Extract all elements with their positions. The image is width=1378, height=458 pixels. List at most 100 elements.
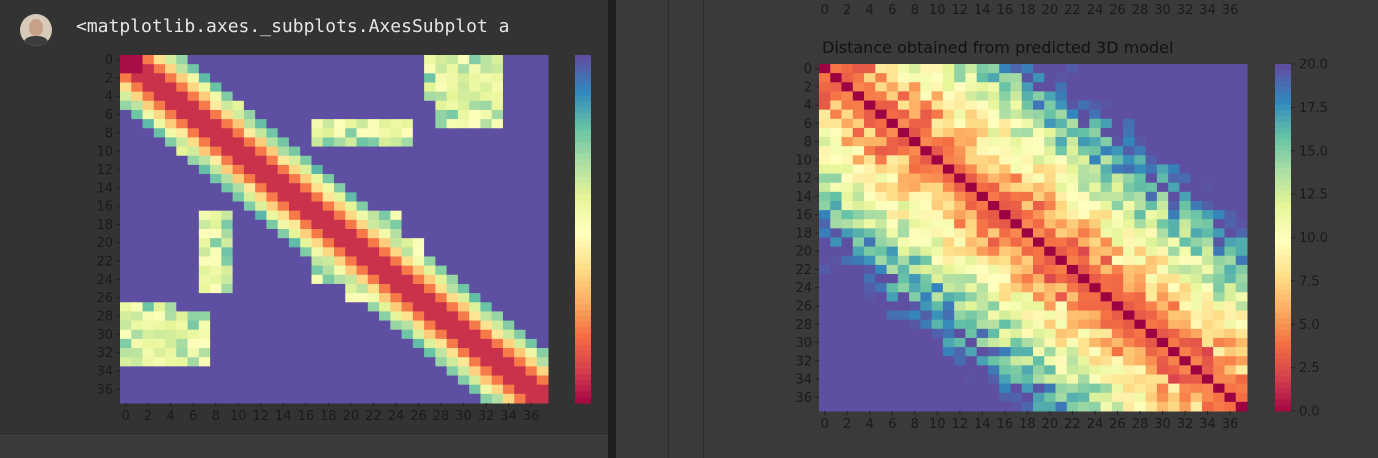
heatmap-cell xyxy=(165,119,177,129)
y-tick-label: 14 xyxy=(795,190,812,205)
heatmap-cell xyxy=(300,91,312,102)
colorbar-segment xyxy=(575,391,591,398)
heatmap-cell xyxy=(1021,219,1034,229)
heatmap-cell xyxy=(401,366,414,377)
heatmap-cell xyxy=(401,256,414,267)
heatmap-cell xyxy=(401,375,414,386)
heatmap-cell xyxy=(1123,100,1135,111)
heatmap-cell xyxy=(942,365,955,375)
heatmap-cell xyxy=(322,100,335,111)
heatmap-cell xyxy=(1156,210,1169,220)
heatmap-cell xyxy=(435,393,448,404)
heatmap-cell xyxy=(142,55,155,65)
heatmap-cell xyxy=(367,219,380,230)
heatmap-cell xyxy=(491,100,504,111)
heatmap-cell xyxy=(886,200,899,211)
heatmap-cell xyxy=(502,210,515,221)
heatmap-cell xyxy=(232,201,245,212)
heatmap-cell xyxy=(875,274,888,284)
heatmap-cell xyxy=(830,356,843,366)
heatmap-cell xyxy=(942,301,955,312)
heatmap-cell xyxy=(187,128,200,138)
heatmap-cell xyxy=(457,174,470,184)
heatmap-cell xyxy=(198,109,211,120)
heatmap-cell xyxy=(920,292,933,302)
heatmap-cell xyxy=(931,182,944,193)
heatmap-cell xyxy=(198,375,211,386)
heatmap-cell xyxy=(153,201,166,212)
heatmap-cell xyxy=(334,64,346,74)
heatmap-cell xyxy=(886,155,899,165)
heatmap-cell xyxy=(367,329,380,340)
heatmap-cell xyxy=(379,137,391,148)
colorbar-segment xyxy=(575,350,591,358)
heatmap-cell xyxy=(491,192,504,203)
heatmap-cell xyxy=(502,146,515,157)
heatmap-cell xyxy=(1033,347,1045,357)
heatmap-cell xyxy=(131,283,144,294)
heatmap-cell xyxy=(142,238,155,248)
heatmap-cell xyxy=(886,137,899,147)
heatmap-cell xyxy=(131,155,144,166)
heatmap-cell xyxy=(491,91,504,102)
heatmap-cell xyxy=(356,293,369,303)
heatmap-cell xyxy=(852,246,865,257)
heatmap-cell xyxy=(1190,337,1203,348)
heatmap-cell xyxy=(852,383,865,394)
heatmap-cell xyxy=(176,311,189,322)
heatmap-cell xyxy=(1224,200,1237,211)
heatmap-cell xyxy=(232,302,245,312)
heatmap-cell xyxy=(942,164,955,175)
colorbar-segment xyxy=(1275,98,1291,106)
heatmap-cell xyxy=(469,256,481,267)
heatmap-cell xyxy=(1055,264,1068,275)
heatmap-cell xyxy=(469,91,481,102)
heatmap-cell xyxy=(322,283,335,294)
panel-divider[interactable] xyxy=(608,0,616,458)
heatmap-cell xyxy=(1033,164,1045,175)
colorbar-segment xyxy=(1275,173,1291,181)
heatmap-cell xyxy=(255,183,267,193)
heatmap-cell xyxy=(198,73,211,83)
heatmap-cell xyxy=(277,329,290,340)
heatmap-cell xyxy=(379,366,391,377)
horizontal-scrollbar[interactable] xyxy=(0,433,608,458)
heatmap-cell xyxy=(976,374,989,385)
heatmap-cell xyxy=(1021,228,1034,238)
heatmap-cell xyxy=(525,256,538,267)
heatmap-cell xyxy=(176,192,189,203)
heatmap-cell xyxy=(480,311,493,322)
heatmap-cell xyxy=(830,301,843,312)
heatmap-cell xyxy=(345,229,358,239)
heatmap-cell xyxy=(390,366,403,377)
heatmap-cell xyxy=(1021,91,1034,102)
colorbar-segment xyxy=(1275,150,1291,158)
heatmap-cell xyxy=(1111,347,1124,357)
heatmap-cell xyxy=(514,293,526,303)
heatmap-cell xyxy=(954,137,966,147)
heatmap-cell xyxy=(1235,210,1248,220)
heatmap-cell xyxy=(1066,301,1079,312)
heatmap-cell xyxy=(1078,356,1090,366)
heatmap-cell xyxy=(1021,155,1034,165)
heatmap-cell xyxy=(864,246,876,257)
heatmap-cell xyxy=(987,173,1000,184)
heatmap-cell xyxy=(1168,64,1180,74)
heatmap-cell xyxy=(1123,73,1135,83)
heatmap-cell xyxy=(243,366,256,377)
y-tick-label: 16 xyxy=(795,208,812,223)
heatmap-cell xyxy=(255,329,267,340)
heatmap-cell xyxy=(367,91,380,102)
heatmap-cell xyxy=(480,55,493,65)
heatmap-cell xyxy=(875,392,888,403)
heatmap-cell xyxy=(469,155,481,166)
heatmap-cell xyxy=(446,375,459,386)
heatmap-cell xyxy=(1089,127,1102,138)
heatmap-cell xyxy=(165,109,177,120)
heatmap-cell xyxy=(457,128,470,138)
heatmap-cell xyxy=(345,256,358,267)
heatmap-cell xyxy=(266,238,279,248)
heatmap-cell xyxy=(920,274,933,284)
heatmap-cell xyxy=(356,82,369,93)
heatmap-cell xyxy=(514,302,526,312)
